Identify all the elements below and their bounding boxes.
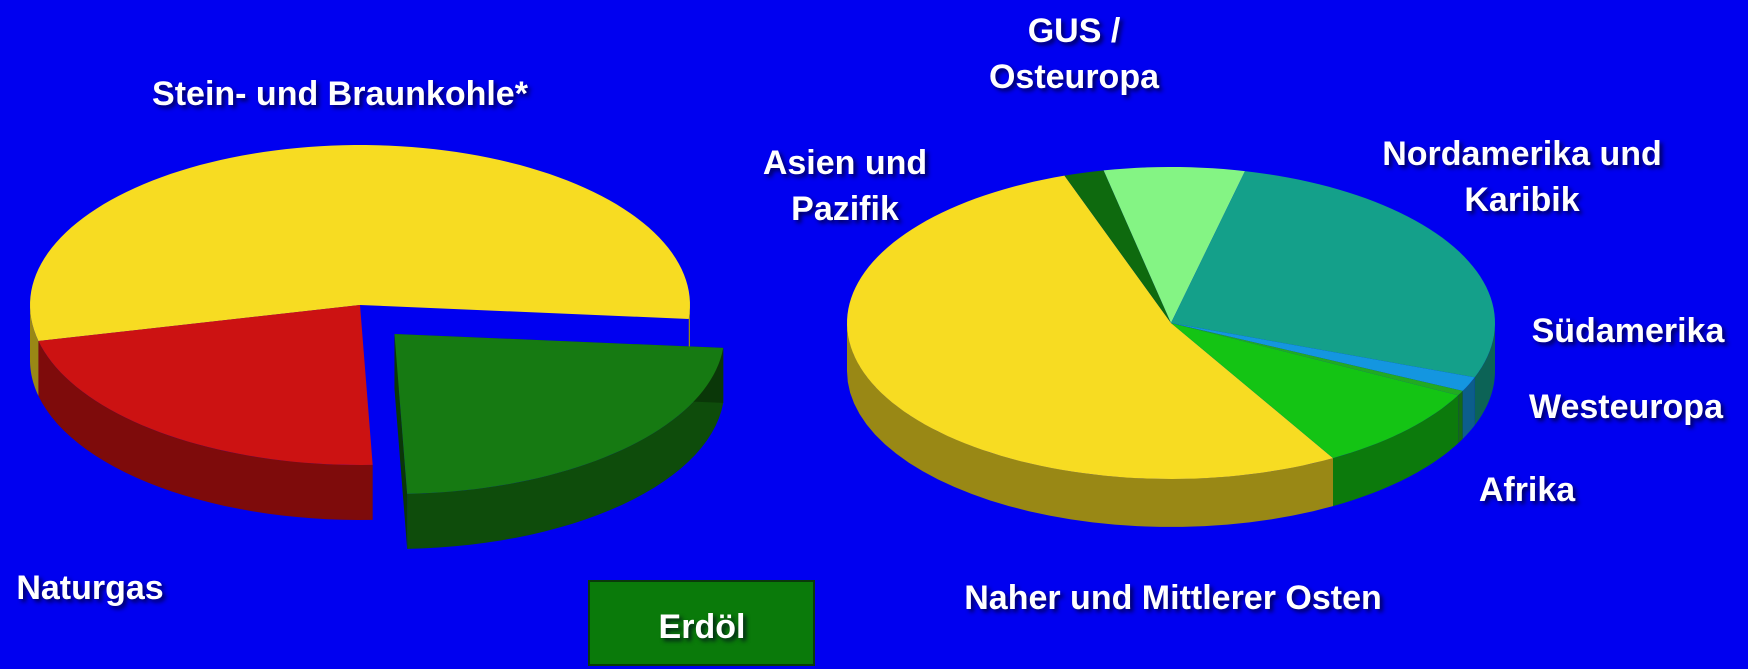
pie-slice [847,175,1333,527]
slice-label: GUS / Osteuropa [988,12,1160,96]
slice-side [407,347,724,549]
slice-label: Naturgas [16,569,164,608]
slice-top [394,333,724,494]
slice-label: Asien und Pazifik [762,144,928,228]
slice-side [1462,377,1475,439]
slice-top [1171,323,1463,396]
slice-top [847,175,1333,479]
slice-top [1103,167,1245,323]
slice-label: Naher und Mittlerer Osten [964,579,1382,618]
slice-label: Afrika [1478,471,1576,510]
slice-side [38,340,373,520]
slice-top [38,305,373,465]
slice-label: Erdöl [658,608,746,647]
slice-label: Stein- und Braunkohle* [152,75,528,114]
slice-side [1474,323,1495,426]
pie-slice [1171,171,1495,426]
pie-slice [1064,170,1171,323]
slice-label: Nordamerika und Karibik [1382,135,1662,219]
slice-side [1333,395,1459,507]
slice-side [30,305,39,396]
slice-top [1171,171,1495,378]
pie-slice [394,333,724,549]
slice-cut [394,333,408,549]
pie-slice [1171,323,1475,439]
pie-slice [30,145,690,396]
slice-side [1458,390,1463,444]
legend-box [588,580,815,666]
pie-slice [1103,167,1245,323]
slice-top [1171,323,1459,459]
slice-top [1064,170,1171,323]
slice-side [847,323,1333,527]
pie-slice [1171,323,1463,444]
slice-label: Westeuropa [1529,388,1723,427]
slice-top [1171,323,1475,391]
pie-slice [1171,323,1459,507]
pie-slice [38,305,373,520]
slice-top [30,145,690,341]
slice-label: Südamerika [1531,312,1725,351]
